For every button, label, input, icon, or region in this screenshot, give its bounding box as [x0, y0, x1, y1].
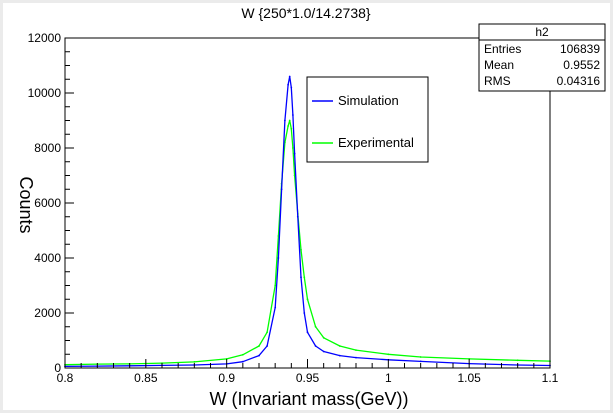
- y-tick-label: 4000: [34, 251, 61, 265]
- data-point-simulation: [306, 331, 309, 334]
- stats-mean-value: 0.9552: [563, 58, 600, 72]
- data-point-simulation: [284, 119, 286, 122]
- axes-layer: 0.8 0.85 0.9 0.95 1 1.05 1.1 0 2000 4000 6000 8000 1…: [28, 31, 559, 385]
- legend-label-experimental: Experimental: [338, 135, 414, 150]
- stats-box: h2 Entries 106839 Mean 0.9552 RMS 0.0431…: [478, 23, 606, 92]
- data-point-simulation: [296, 215, 299, 218]
- stats-rms-label: RMS: [484, 74, 511, 88]
- data-point-simulation: [303, 312, 306, 314]
- legend: Simulation Experimental: [306, 76, 429, 163]
- x-tick-label: 0.9: [218, 371, 235, 385]
- data-point-simulation: [241, 360, 244, 363]
- data-point-simulation: [338, 354, 341, 357]
- data-point-experimental: [355, 349, 357, 351]
- data-point-simulation: [274, 306, 277, 309]
- data-point-simulation: [355, 356, 357, 359]
- data-point-simulation: [266, 345, 268, 347]
- y-tick-label: 0: [54, 361, 61, 375]
- stats-entries-value: 106839: [560, 42, 600, 56]
- stats-box-frame: [478, 23, 606, 92]
- stats-box-title: h2: [535, 25, 549, 39]
- data-point-experimental: [306, 298, 309, 301]
- x-tick-label: 0.8: [57, 371, 74, 385]
- x-tick-label: 0.85: [134, 371, 158, 385]
- data-point-simulation: [322, 350, 325, 353]
- data-point-experimental: [241, 353, 244, 356]
- data-point-simulation: [288, 75, 291, 78]
- data-point-experimental: [314, 325, 317, 328]
- stats-entries-label: Entries: [484, 42, 521, 56]
- legend-label-simulation: Simulation: [338, 93, 399, 108]
- data-point-experimental: [274, 284, 277, 287]
- data-point-experimental: [193, 361, 196, 363]
- x-tick-label: 1.1: [542, 371, 559, 385]
- data-point-experimental: [266, 331, 268, 334]
- data-point-experimental: [290, 127, 293, 130]
- data-point-simulation: [292, 114, 294, 116]
- y-tick-label: 12000: [28, 31, 62, 45]
- x-tick-label: 1.05: [457, 371, 481, 385]
- y-tick-label: 2000: [34, 306, 61, 320]
- data-point-experimental: [288, 119, 291, 122]
- x-tick-label: 1: [385, 371, 392, 385]
- x-axis-label: W (Invariant mass(GeV)): [209, 389, 408, 409]
- data-point-experimental: [322, 336, 325, 339]
- data-point-simulation: [300, 276, 302, 279]
- data-point-simulation: [287, 83, 289, 86]
- data-point-simulation: [419, 360, 422, 363]
- y-tick-label: 6000: [34, 196, 61, 210]
- legend-box: [306, 76, 429, 163]
- data-point-simulation: [290, 86, 293, 89]
- data-point-experimental: [303, 276, 306, 279]
- data-point-simulation: [277, 257, 280, 259]
- data-point-simulation: [280, 188, 283, 191]
- data-point-experimental: [292, 147, 294, 149]
- data-point-experimental: [300, 248, 302, 251]
- y-tick-label: 10000: [28, 86, 62, 100]
- chart-title: W {250*1.0/14.2738}: [241, 5, 371, 21]
- data-point-experimental: [338, 345, 341, 347]
- data-point-experimental: [287, 125, 289, 127]
- x-tick-label: 0.95: [296, 371, 320, 385]
- data-point-simulation: [314, 345, 317, 347]
- y-axis-label: Counts: [16, 176, 36, 233]
- data-point-simulation: [258, 354, 260, 357]
- y-tick-label: 8000: [34, 141, 61, 155]
- data-point-experimental: [258, 345, 260, 347]
- data-point-experimental: [387, 353, 390, 356]
- data-point-experimental: [419, 356, 422, 358]
- data-point-simulation: [293, 152, 296, 155]
- data-point-experimental: [516, 359, 519, 362]
- stats-mean-label: Mean: [484, 58, 514, 72]
- stats-rms-value: 0.04316: [557, 74, 601, 88]
